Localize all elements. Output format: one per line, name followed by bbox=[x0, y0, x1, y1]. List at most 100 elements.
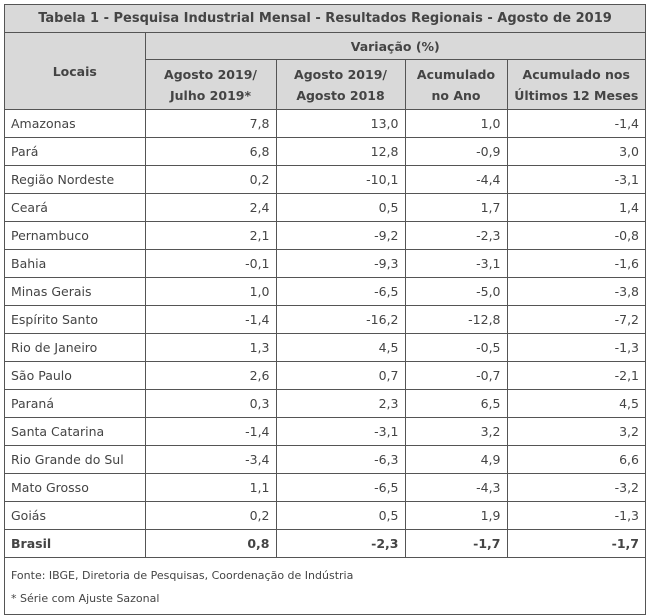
cell-value: 0,2 bbox=[144, 165, 277, 194]
cell-value: 0,5 bbox=[275, 193, 406, 222]
cell-value: -1,4 bbox=[144, 305, 277, 334]
table-row: Região Nordeste 0,2 -10,1 -4,4 -3,1 bbox=[5, 165, 645, 194]
table-row: Pará 6,8 12,8 -0,9 3,0 bbox=[5, 137, 645, 166]
cell-value: 1,1 bbox=[144, 473, 277, 502]
cell-value: 1,9 bbox=[404, 501, 508, 530]
cell-value: -4,3 bbox=[404, 473, 508, 502]
header-col-4: Acumulado nos Últimos 12 Meses bbox=[506, 59, 645, 110]
cell-local: Rio de Janeiro bbox=[5, 333, 146, 362]
cell-value: 2,1 bbox=[144, 221, 277, 250]
cell-value: 0,5 bbox=[275, 501, 406, 530]
cell-value: -6,5 bbox=[275, 473, 406, 502]
cell-value: -0,1 bbox=[144, 249, 277, 278]
cell-value: -16,2 bbox=[275, 305, 406, 334]
cell-value: 1,4 bbox=[506, 193, 645, 222]
table-row: Amazonas 7,8 13,0 1,0 -1,4 bbox=[5, 109, 645, 138]
cell-value: 13,0 bbox=[275, 109, 406, 138]
cell-value: -7,2 bbox=[506, 305, 645, 334]
header-variacao: Variação (%) bbox=[144, 32, 645, 60]
cell-value: 1,0 bbox=[404, 109, 508, 138]
cell-value: 3,2 bbox=[506, 417, 645, 446]
cell-value: -1,3 bbox=[506, 501, 645, 530]
cell-local: São Paulo bbox=[5, 361, 146, 390]
table-row: Minas Gerais 1,0 -6,5 -5,0 -3,8 bbox=[5, 277, 645, 306]
header-col-3: Acumulado no Ano bbox=[404, 59, 508, 110]
cell-value: -6,5 bbox=[275, 277, 406, 306]
table-title: Tabela 1 - Pesquisa Industrial Mensal - … bbox=[5, 5, 645, 33]
cell-value: 4,9 bbox=[404, 445, 508, 474]
cell-local: Região Nordeste bbox=[5, 165, 146, 194]
cell-value: -3,1 bbox=[506, 165, 645, 194]
cell-value: -3,4 bbox=[144, 445, 277, 474]
cell-value: 7,8 bbox=[144, 109, 277, 138]
cell-value: -1,4 bbox=[144, 417, 277, 446]
table-row: Ceará 2,4 0,5 1,7 1,4 bbox=[5, 193, 645, 222]
cell-value: -6,3 bbox=[275, 445, 406, 474]
seasonal-note: * Série com Ajuste Sazonal bbox=[11, 592, 160, 605]
cell-value: -1,6 bbox=[506, 249, 645, 278]
total-row: Brasil 0,8 -2,3 -1,7 -1,7 bbox=[5, 529, 645, 558]
header-locais: Locais bbox=[5, 32, 146, 110]
cell-value: -0,5 bbox=[404, 333, 508, 362]
cell-value: -4,4 bbox=[404, 165, 508, 194]
table-row: Pernambuco 2,1 -9,2 -2,3 -0,8 bbox=[5, 221, 645, 250]
cell-value: 6,8 bbox=[144, 137, 277, 166]
cell-value: 0,7 bbox=[275, 361, 406, 390]
cell-local: Santa Catarina bbox=[5, 417, 146, 446]
cell-value: 1,3 bbox=[144, 333, 277, 362]
cell-value: -1,7 bbox=[404, 529, 508, 558]
cell-value: 6,5 bbox=[404, 389, 508, 418]
cell-value: 3,2 bbox=[404, 417, 508, 446]
cell-local: Brasil bbox=[5, 529, 146, 558]
cell-value: -2,1 bbox=[506, 361, 645, 390]
cell-value: 1,7 bbox=[404, 193, 508, 222]
cell-value: 1,0 bbox=[144, 277, 277, 306]
cell-local: Bahia bbox=[5, 249, 146, 278]
cell-value: 3,0 bbox=[506, 137, 645, 166]
table-row: Paraná 0,3 2,3 6,5 4,5 bbox=[5, 389, 645, 418]
data-table-container: Tabela 1 - Pesquisa Industrial Mensal - … bbox=[4, 4, 646, 615]
cell-value: 4,5 bbox=[506, 389, 645, 418]
header-col-2: Agosto 2019/Agosto 2018 bbox=[275, 59, 406, 110]
cell-value: -0,9 bbox=[404, 137, 508, 166]
regional-results-table: Tabela 1 - Pesquisa Industrial Mensal - … bbox=[5, 5, 645, 558]
cell-value: -0,8 bbox=[506, 221, 645, 250]
cell-value: 2,6 bbox=[144, 361, 277, 390]
cell-value: -0,7 bbox=[404, 361, 508, 390]
cell-value: -3,8 bbox=[506, 277, 645, 306]
cell-local: Goiás bbox=[5, 501, 146, 530]
cell-value: -5,0 bbox=[404, 277, 508, 306]
cell-value: 0,8 bbox=[144, 529, 277, 558]
cell-local: Rio Grande do Sul bbox=[5, 445, 146, 474]
cell-value: -12,8 bbox=[404, 305, 508, 334]
cell-value: 2,3 bbox=[275, 389, 406, 418]
cell-local: Pernambuco bbox=[5, 221, 146, 250]
table-row: Mato Grosso 1,1 -6,5 -4,3 -3,2 bbox=[5, 473, 645, 502]
table-row: Rio de Janeiro 1,3 4,5 -0,5 -1,3 bbox=[5, 333, 645, 362]
cell-value: -1,4 bbox=[506, 109, 645, 138]
cell-local: Paraná bbox=[5, 389, 146, 418]
table-footer: Fonte: IBGE, Diretoria de Pesquisas, Coo… bbox=[5, 558, 645, 614]
table-row: Espírito Santo -1,4 -16,2 -12,8 -7,2 bbox=[5, 305, 645, 334]
cell-value: 12,8 bbox=[275, 137, 406, 166]
cell-local: Amazonas bbox=[5, 109, 146, 138]
table-row: Santa Catarina -1,4 -3,1 3,2 3,2 bbox=[5, 417, 645, 446]
header-col-1: Agosto 2019/Julho 2019* bbox=[145, 59, 277, 110]
cell-value: 6,6 bbox=[506, 445, 645, 474]
cell-local: Minas Gerais bbox=[5, 277, 146, 306]
cell-value: 2,4 bbox=[144, 193, 277, 222]
cell-value: -9,3 bbox=[275, 249, 406, 278]
cell-value: -9,2 bbox=[275, 221, 406, 250]
cell-value: -2,3 bbox=[275, 529, 406, 558]
cell-value: -3,1 bbox=[275, 417, 406, 446]
table-row: Goiás 0,2 0,5 1,9 -1,3 bbox=[5, 501, 645, 530]
cell-local: Espírito Santo bbox=[5, 305, 146, 334]
cell-value: -3,2 bbox=[506, 473, 645, 502]
table-row: São Paulo 2,6 0,7 -0,7 -2,1 bbox=[5, 361, 645, 390]
cell-value: 0,3 bbox=[144, 389, 277, 418]
cell-value: 4,5 bbox=[275, 333, 406, 362]
cell-value: -1,7 bbox=[506, 529, 645, 558]
cell-value: -3,1 bbox=[404, 249, 508, 278]
cell-local: Ceará bbox=[5, 193, 146, 222]
cell-local: Mato Grosso bbox=[5, 473, 146, 502]
